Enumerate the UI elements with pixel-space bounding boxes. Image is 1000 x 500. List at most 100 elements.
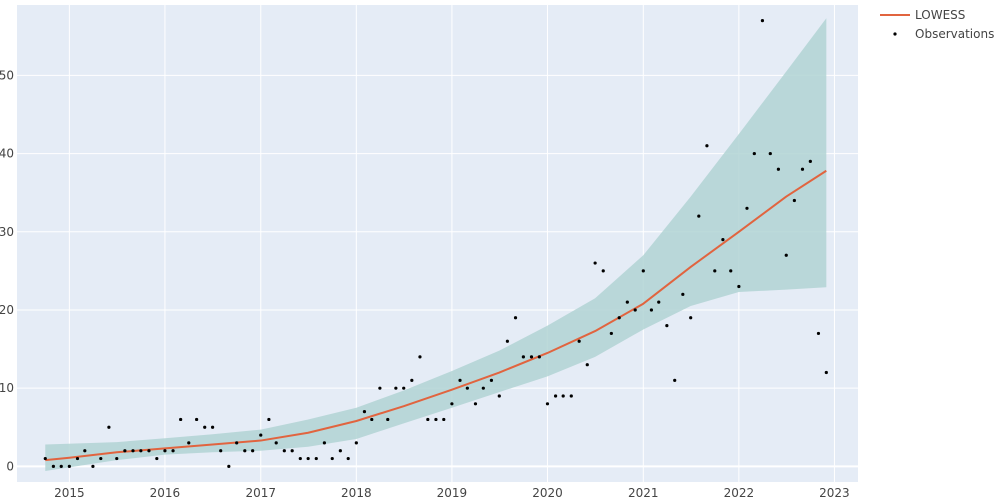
y-tick-label: 0 <box>6 459 14 473</box>
lowess-line <box>45 169 827 462</box>
observation-point <box>43 456 47 461</box>
observation-point <box>545 402 550 406</box>
x-tick-label: 2021 <box>628 486 659 500</box>
observation-point <box>784 253 788 257</box>
y-tick-labels: 0 10 20 30 40 50 <box>0 68 14 473</box>
observation-point <box>195 417 199 422</box>
legend-item-observations[interactable]: Observations <box>893 27 994 41</box>
observation-point <box>705 144 709 148</box>
observation-point <box>569 394 573 398</box>
observation-point <box>67 464 71 468</box>
legend-label-lowess: LOWESS <box>915 8 965 22</box>
observation-point <box>665 324 669 328</box>
confidence-band-layer <box>45 18 827 472</box>
observation-point <box>123 449 127 453</box>
observation-point <box>824 370 828 375</box>
observation-point <box>179 417 183 422</box>
observation-point <box>450 402 454 406</box>
y-tick-label: 10 <box>0 381 14 395</box>
observation-point <box>322 441 326 445</box>
observation-point <box>290 449 294 453</box>
observation-point <box>259 433 263 437</box>
observation-point <box>673 378 677 382</box>
observation-point <box>808 159 812 163</box>
observation-point <box>274 441 278 445</box>
observation-point <box>585 363 589 367</box>
observation-point <box>107 425 111 429</box>
observation-point <box>394 386 398 390</box>
observation-point <box>227 464 231 468</box>
observation-point <box>465 386 469 390</box>
observation-point <box>147 449 151 453</box>
observation-point <box>689 316 693 320</box>
observation-point <box>442 417 446 422</box>
observation-point <box>434 417 438 422</box>
observation-point <box>386 417 390 422</box>
observation-point <box>346 456 350 461</box>
observation-point <box>306 456 310 461</box>
observation-point <box>402 386 406 390</box>
observation-point <box>609 331 613 336</box>
observation-point <box>505 339 510 343</box>
legend[interactable]: LOWESS Observations <box>880 8 994 41</box>
observation-point <box>330 456 334 461</box>
observation-point <box>489 378 494 382</box>
observation-point <box>792 198 796 203</box>
observation-point <box>593 261 597 265</box>
observation-point <box>768 151 772 156</box>
observation-point <box>139 449 143 453</box>
x-tick-label: 2018 <box>341 486 372 500</box>
observation-point <box>314 456 318 461</box>
x-tick-label: 2017 <box>245 486 276 500</box>
observation-point <box>553 394 558 398</box>
observation-point <box>473 402 478 406</box>
observation-point <box>91 464 95 468</box>
x-tick-labels: 2015 2016 2017 2018 2019 2020 2021 2022 2023 <box>54 486 850 500</box>
observation-point <box>171 449 175 453</box>
confidence-band <box>45 18 827 472</box>
observation-point <box>59 464 63 468</box>
observation-point <box>51 464 55 468</box>
legend-label-observations: Observations <box>915 27 994 41</box>
observation-point <box>641 269 645 273</box>
observation-point <box>163 449 167 453</box>
x-gridlines <box>68 5 835 482</box>
observation-point <box>362 410 367 414</box>
observation-point <box>752 151 756 156</box>
observation-point <box>625 300 629 304</box>
observation-point <box>99 456 103 461</box>
observation-point <box>561 394 565 398</box>
lowess-line-layer <box>45 169 827 462</box>
observation-point <box>251 449 255 453</box>
observation-point <box>521 355 525 359</box>
observation-point <box>649 308 654 312</box>
observation-point <box>601 269 605 273</box>
x-tick-label: 2023 <box>819 486 850 500</box>
legend-item-lowess[interactable]: LOWESS <box>880 8 965 22</box>
observation-point <box>155 456 159 461</box>
observation-point <box>187 441 191 445</box>
observation-point <box>513 316 518 320</box>
observation-points-layer <box>43 19 828 468</box>
observation-point <box>298 456 302 461</box>
y-tick-label: 40 <box>0 147 14 161</box>
observation-point <box>729 269 733 273</box>
observation-point <box>131 449 135 453</box>
observation-point <box>617 316 621 320</box>
observation-point <box>481 386 485 390</box>
x-tick-label: 2022 <box>724 486 755 500</box>
observation-point <box>697 214 701 218</box>
observation-point <box>338 449 342 453</box>
observation-point <box>410 378 414 382</box>
observation-point <box>577 339 581 343</box>
observation-point <box>354 441 358 445</box>
observation-point <box>657 300 661 304</box>
observation-point <box>426 417 430 422</box>
observation-point <box>210 425 215 429</box>
observation-point <box>633 308 637 312</box>
y-tick-label: 50 <box>0 68 14 82</box>
observation-point <box>219 449 223 453</box>
observation-point <box>737 284 741 289</box>
observation-point <box>83 449 87 453</box>
observation-point <box>75 456 80 461</box>
